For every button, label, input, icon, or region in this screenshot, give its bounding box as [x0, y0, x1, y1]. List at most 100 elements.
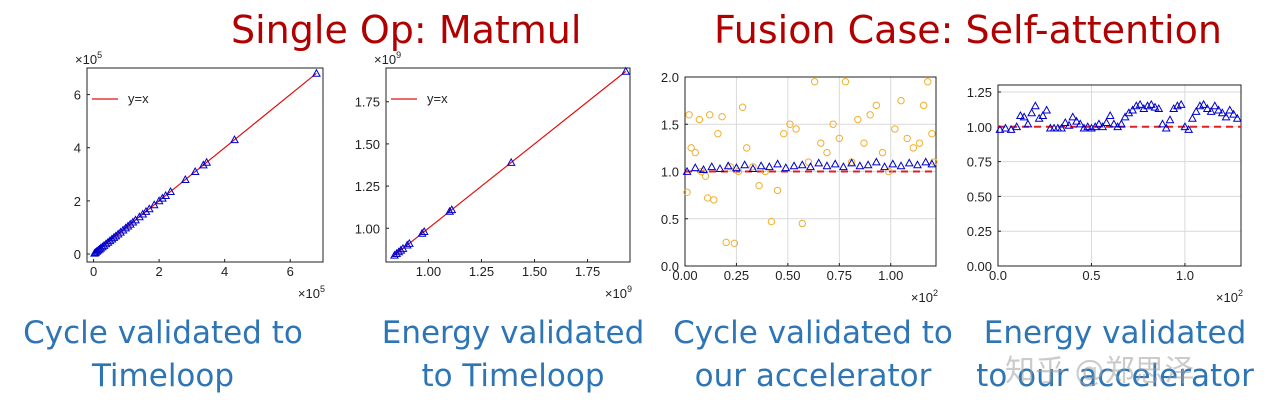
data-point-circle	[773, 186, 782, 195]
y-tick-label: 4	[74, 141, 81, 156]
caption-line-1: Cycle validated to	[23, 315, 303, 351]
data-point-triangle	[764, 162, 774, 171]
data-point-circle	[804, 158, 813, 166]
data-point-triangle	[1229, 109, 1238, 118]
data-point-circle	[829, 120, 837, 128]
plot-frame	[86, 67, 324, 263]
data-point-triangle	[1068, 112, 1078, 121]
data-point-triangle	[138, 209, 148, 218]
data-point-triangle	[822, 161, 832, 170]
y-tick-label: 1.0	[661, 165, 679, 180]
data-point-triangle	[113, 229, 123, 238]
data-point-triangle	[904, 158, 914, 167]
data-point-triangle	[896, 161, 906, 170]
data-point-triangle	[1165, 115, 1175, 124]
data-point-triangle	[1217, 108, 1227, 117]
data-point-triangle	[1075, 119, 1085, 128]
data-point-triangle	[838, 162, 848, 171]
data-point-circle	[792, 125, 800, 133]
data-point-circle	[730, 239, 739, 248]
data-point-triangle	[96, 243, 106, 252]
data-point-triangle	[1001, 123, 1010, 132]
data-point-triangle	[157, 193, 167, 202]
data-point-triangle	[230, 135, 239, 144]
x-tick-label: 1.00	[416, 264, 441, 279]
data-point-triangle	[1214, 105, 1224, 114]
data-point-circle	[919, 101, 928, 110]
data-point-circle	[798, 219, 806, 228]
data-point-triangle	[847, 158, 857, 167]
caption-energy-accelerator: Energy validated to our accelerator	[974, 312, 1256, 398]
x-tick-label: 6	[287, 264, 294, 279]
data-point-circle	[701, 172, 710, 180]
x-axis-multiplier: ×102	[1216, 288, 1243, 305]
data-point-triangle	[1143, 101, 1152, 110]
data-point-triangle	[1015, 111, 1025, 120]
x-tick-label: 1.0	[1176, 268, 1194, 283]
data-point-triangle	[1172, 101, 1182, 110]
x-tick-label: 0	[90, 264, 97, 279]
data-point-triangle	[1187, 113, 1197, 122]
data-point-triangle	[1049, 123, 1059, 132]
data-point-triangle	[913, 160, 922, 169]
data-point-triangle	[1057, 123, 1067, 132]
data-point-circle	[817, 139, 825, 147]
data-point-triangle	[447, 205, 457, 214]
data-point-circle	[884, 167, 893, 176]
x-tick-label: 1.50	[522, 264, 547, 279]
watermark: 知乎 @郑思泽	[1005, 354, 1195, 389]
caption-line-2: Timeloop	[91, 358, 235, 394]
data-point-circle	[860, 139, 868, 147]
data-point-triangle	[699, 164, 708, 173]
data-point-triangle	[506, 157, 516, 166]
data-point-triangle	[1202, 104, 1212, 113]
heading-fusion-case: Fusion Case: Self-attention	[714, 8, 1222, 52]
data-point-circle	[695, 115, 704, 124]
data-point-circle	[714, 130, 722, 138]
y-tick-label: 1.00	[355, 221, 380, 236]
data-point-triangle	[202, 157, 212, 166]
data-point-triangle	[731, 163, 741, 172]
x-tick-label: 0.25	[724, 268, 749, 283]
data-point-triangle	[134, 212, 144, 221]
x-tick-label: 1.00	[878, 268, 903, 283]
data-point-triangle	[1120, 112, 1130, 121]
data-point-circle	[780, 130, 788, 138]
data-point-circle	[841, 78, 850, 86]
data-point-triangle	[1232, 113, 1242, 122]
data-point-triangle	[1105, 111, 1115, 120]
x-tick-label: 2	[155, 264, 162, 279]
data-point-triangle	[921, 157, 931, 166]
caption-line-1: Energy validated	[381, 315, 645, 351]
data-point-triangle	[1176, 99, 1186, 108]
data-point-triangle	[161, 190, 171, 199]
data-point-triangle	[198, 160, 208, 169]
data-point-circle	[691, 148, 699, 157]
data-point-circle	[810, 78, 819, 86]
data-point-triangle	[128, 217, 138, 226]
data-point-triangle	[781, 163, 791, 172]
data-point-circle	[755, 181, 763, 190]
data-point-triangle	[756, 161, 766, 170]
data-point-triangle	[154, 196, 164, 205]
data-point-triangle	[855, 161, 865, 170]
data-point-triangle	[740, 160, 750, 169]
data-point-triangle	[1150, 102, 1160, 111]
data-point-triangle	[1191, 106, 1201, 115]
data-point-triangle	[806, 162, 815, 171]
data-point-triangle	[115, 227, 125, 236]
y-tick-label: 1.75	[355, 95, 380, 110]
data-point-triangle	[180, 174, 190, 183]
data-point-circle	[835, 134, 844, 143]
legend-label: y=x	[128, 91, 149, 106]
data-point-circle	[872, 101, 881, 110]
y-tick-label: 1.25	[355, 179, 380, 194]
data-point-triangle	[1101, 117, 1111, 126]
caption-line-1: Energy validated	[983, 315, 1247, 351]
y-tick-label: 0.50	[967, 189, 992, 204]
plot-frame	[385, 67, 631, 263]
data-point-triangle	[1079, 123, 1089, 132]
data-point-triangle	[715, 164, 725, 173]
y-tick-label: 0.75	[967, 155, 992, 170]
